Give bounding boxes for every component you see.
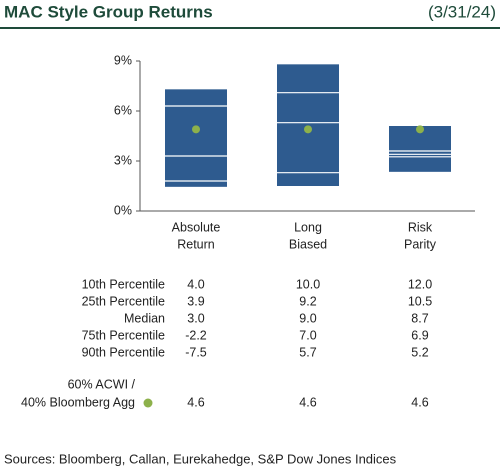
cell: 10.0 [296,277,320,291]
cell: 12.0 [408,277,432,291]
cell: 8.7 [411,311,428,325]
y-tick-label: 9% [114,53,132,67]
cell: -2.2 [185,328,207,342]
y-tick-label: 0% [114,203,132,217]
row-label: 90th Percentile [82,345,165,359]
benchmark-icon [143,398,153,408]
benchmark-dot [304,125,312,134]
x-tick-label: Return [177,237,215,251]
y-tick-label: 3% [114,153,132,167]
cell: 3.0 [187,311,204,325]
cell: 10.5 [408,294,432,308]
x-tick-label: Long [294,220,322,234]
row-label: 75th Percentile [82,328,165,342]
cell: 9.0 [299,311,316,325]
x-tick-label: Parity [404,237,437,251]
range-bar [389,126,451,172]
benchmark-dot [192,125,200,134]
benchmark-value: 4.6 [299,395,316,409]
cell: 3.9 [187,294,204,308]
title: MAC Style Group Returns [4,2,213,21]
benchmark-value: 4.6 [411,395,428,409]
benchmark-value: 4.6 [187,395,204,409]
cell: 5.2 [411,345,428,359]
range-bar [277,64,339,186]
row-label: 25th Percentile [82,294,165,308]
row-label: 10th Percentile [82,277,165,291]
cell: -7.5 [185,345,207,359]
y-tick-label: 6% [114,103,132,117]
benchmark-dot [416,125,424,134]
benchmark-label: 60% ACWI / [68,377,136,391]
cell: 4.0 [187,277,204,291]
benchmark-label: 40% Bloomberg Agg [21,395,135,409]
cell: 5.7 [299,345,316,359]
x-tick-label: Absolute [172,220,221,234]
source: Sources: Bloomberg, Callan, Eurekahedge,… [4,451,397,466]
x-tick-label: Risk [408,220,433,234]
cell: 9.2 [299,294,316,308]
date: (3/31/24) [428,2,496,21]
cell: 6.9 [411,328,428,342]
cell: 7.0 [299,328,316,342]
range-bar [165,89,227,187]
row-label: Median [124,311,165,325]
x-tick-label: Biased [289,237,327,251]
